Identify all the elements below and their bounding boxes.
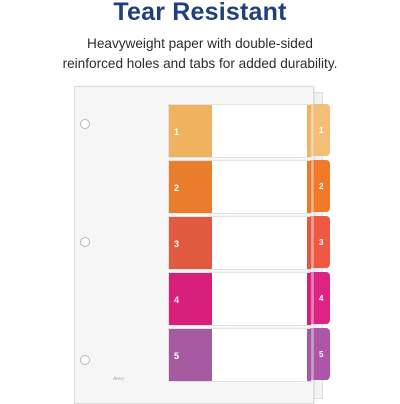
divider-tab-3[interactable]: 3 — [314, 216, 330, 268]
divider-number: 1 — [174, 127, 180, 137]
divider-number: 5 — [174, 351, 180, 361]
divider-panel-1: 1 — [168, 104, 312, 158]
divider-number: 4 — [174, 295, 180, 305]
divider-edge-strip — [307, 273, 311, 325]
subtitle-line-1: Heavyweight paper with double-sided — [87, 36, 313, 51]
tab-number: 1 — [319, 126, 324, 135]
brand-logo: Avery — [113, 377, 125, 382]
divider-tab-edge — [310, 272, 315, 324]
divider-edge-strip — [307, 105, 311, 157]
divider-tab-edge — [310, 104, 315, 156]
divider-color-block: 2 — [169, 161, 212, 213]
tab-number: 4 — [319, 294, 324, 303]
divider-panel-3: 3 — [168, 216, 312, 270]
divider-tab-edge — [310, 328, 315, 380]
divider-color-block: 3 — [169, 217, 212, 269]
punch-hole-bottom — [80, 355, 90, 365]
tab-number: 3 — [319, 238, 324, 247]
divider-panel-5: 5 — [168, 328, 312, 382]
divider-tab-1[interactable]: 1 — [314, 104, 330, 156]
divider-tab-edge — [310, 160, 315, 212]
divider-color-block: 1 — [169, 105, 212, 157]
divider-tab-2[interactable]: 2 — [314, 160, 330, 212]
divider-color-block: 5 — [169, 329, 212, 381]
divider-tab-edge — [310, 216, 315, 268]
page-subtitle: Heavyweight paper with double-sided rein… — [0, 34, 400, 74]
page-title: Tear Resistant — [113, 0, 287, 26]
divider-edge-strip — [307, 329, 311, 381]
divider-edge-strip — [307, 217, 311, 269]
tab-number: 5 — [319, 350, 324, 359]
subtitle-line-2: reinforced holes and tabs for added dura… — [62, 56, 338, 71]
divider-color-block: 4 — [169, 273, 212, 325]
divider-panel-4: 4 — [168, 272, 312, 326]
divider-panel-2: 2 — [168, 160, 312, 214]
divider-tab-4[interactable]: 4 — [314, 272, 330, 324]
divider-tab-5[interactable]: 5 — [314, 328, 330, 380]
divider-number: 3 — [174, 239, 180, 249]
divider-number: 2 — [174, 183, 180, 193]
punch-hole-middle — [80, 237, 90, 247]
punch-hole-top — [80, 119, 90, 129]
tab-number: 2 — [319, 182, 324, 191]
divider-edge-strip — [307, 161, 311, 213]
